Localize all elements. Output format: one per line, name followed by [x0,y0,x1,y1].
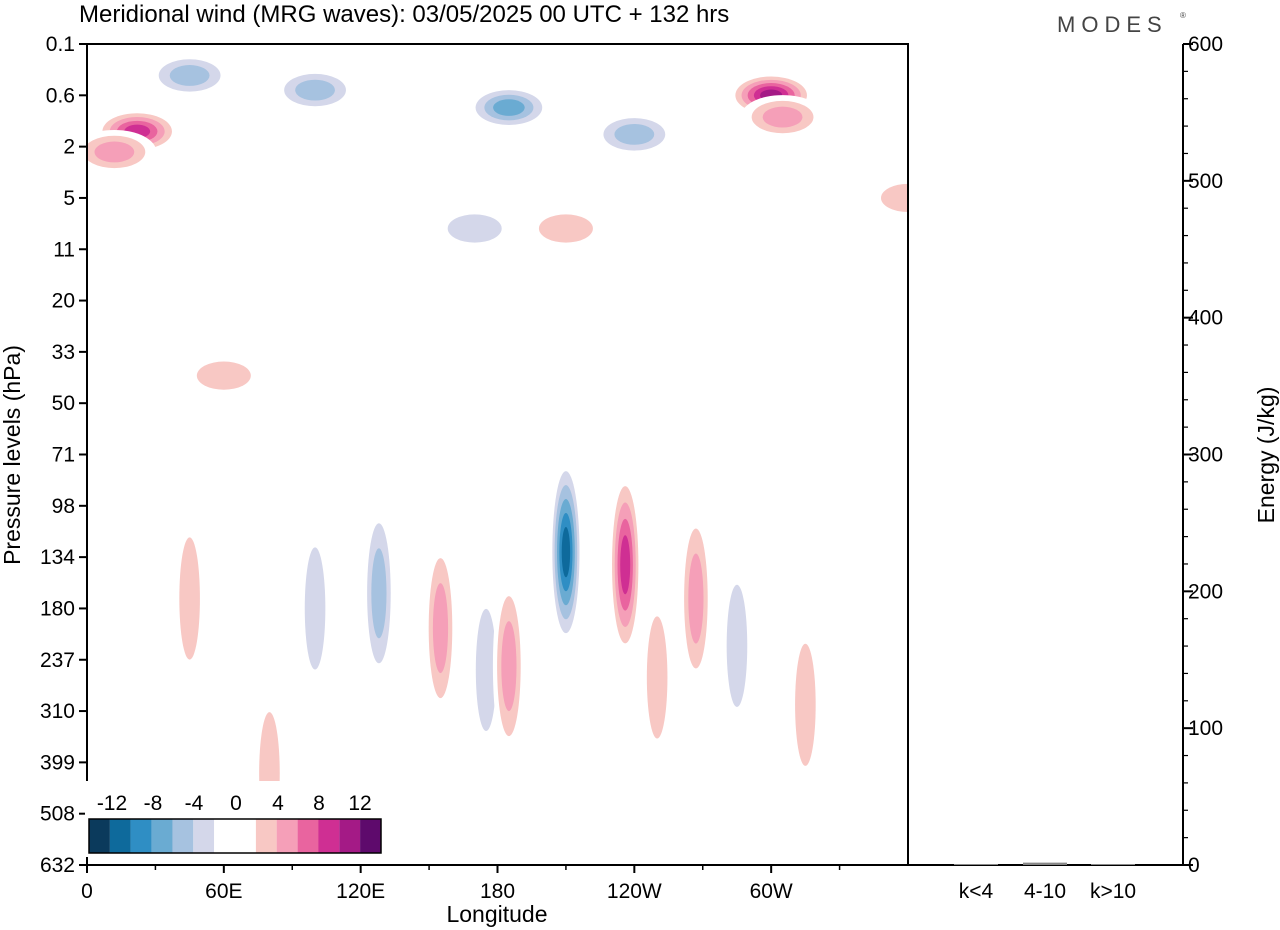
contour-band-5-2 [538,214,593,243]
contour-band-18-6 [561,527,571,578]
brand-registered-mark: ® [1180,11,1186,20]
pressure-tick-label-33: 33 [52,341,75,364]
colorbar-border [88,818,382,854]
contour-band-23-2 [795,643,816,766]
contour-group [87,53,908,865]
contour-band-20-2 [646,616,668,739]
x-axis-title: Longitude [446,901,547,927]
energy-tick-label-400: 400 [1188,307,1223,330]
colorbar-swatch-7 [235,819,256,853]
energy-bar-0 [954,864,998,865]
contour-band-14-3 [371,548,387,639]
pressure-tick-label-98: 98 [52,495,75,518]
energy-category-label-0: k<4 [959,880,994,903]
colorbar-label-8: 8 [313,792,325,815]
colorbar-swatch-11 [318,819,340,853]
contour-band-11-2 [196,361,251,390]
colorbar-label--4: -4 [185,792,204,815]
pressure-tick-label-50: 50 [52,392,75,415]
contour-band-12-2 [179,537,200,660]
colorbar-label-12: 12 [348,792,371,815]
contour-band-15-3 [432,583,449,674]
longitude-tick-label-120E: 120E [336,880,385,903]
contour-band-21-3 [688,553,704,644]
pressure-tick-label-20: 20 [52,290,75,313]
pressure-tick-label-5: 5 [63,187,75,210]
pressure-tick-label-11: 11 [53,238,75,261]
colorbar-swatch-6 [214,819,235,853]
longitude-tick-label-60E: 60E [205,880,242,903]
heatmap-frame [86,43,909,866]
energy-tick-label-300: 300 [1188,444,1223,467]
colorbar-swatch-8 [255,819,277,853]
colorbar-swatch-3 [151,819,173,853]
contour-band-16-2 [475,608,497,732]
energy-tick-label-0: 0 [1188,854,1200,877]
pressure-tick-label-134: 134 [40,546,75,569]
brand-logo: MODES [1057,12,1168,37]
pressure-tick-label-0.6: 0.6 [46,84,75,107]
pressure-tick-label-508: 508 [40,803,75,826]
energy-axis-title: Energy (J/kg) [1253,387,1279,524]
colorbar-label--12: -12 [97,792,127,815]
colorbar-swatch-1 [109,819,131,853]
colorbar-swatch-0 [89,819,110,853]
longitude-tick-label-60W: 60W [750,880,793,903]
pressure-tick-label-632: 632 [40,854,75,877]
longitude-tick-label-180: 180 [480,880,515,903]
contour-band-17-3 [501,621,517,712]
pressure-tick-label-180: 180 [40,597,75,620]
energy-category-label-1: 4-10 [1024,880,1066,903]
energy-tick-label-500: 500 [1188,170,1223,193]
contour-band-6-3 [169,65,210,86]
energy-category-label-2: k>10 [1090,880,1136,903]
pressure-tick-label-310: 310 [40,700,75,723]
longitude-tick-label-0: 0 [81,880,93,903]
colorbar-swatch-12 [339,819,361,853]
pressure-tick-label-2: 2 [63,136,75,159]
contour-band-13-2 [304,547,326,670]
pressure-tick-label-399: 399 [40,751,75,774]
longitude-axis: 0 60E 120E 180 120W 60W [81,865,841,903]
colorbar-label--8: -8 [144,792,163,815]
longitude-tick-label-120W: 120W [607,880,662,903]
energy-tick-label-200: 200 [1188,580,1223,603]
pressure-tick-label-71: 71 [52,444,75,467]
colorbar-swatch-5 [193,819,215,853]
colorbar-swatch-2 [130,819,152,853]
energy-axis: 0 100 200 300 400 500 600 [1183,33,1223,877]
colorbar-label-0: 0 [230,792,242,815]
colorbar-swatch-10 [297,819,319,853]
y-axis-title: Pressure levels (hPa) [0,345,25,565]
pressure-tick-label-237: 237 [40,649,75,672]
contour-band-19-5 [620,535,631,595]
heatmap-plot-area [87,53,908,865]
contour-band-1-3 [94,141,135,163]
chart-title: Meridional wind (MRG waves): 03/05/2025 … [79,1,729,28]
colorbar-swatch-13 [360,819,381,853]
energy-tick-label-100: 100 [1188,717,1223,740]
contour-band-4-2 [881,183,908,213]
colorbar-label-4: 4 [272,792,284,815]
contour-band-9-3 [614,123,655,145]
contour-band-3-3 [762,106,803,128]
colorbar-legend: -12 -8 -4 0 4 8 12 [85,781,385,857]
energy-bar-2 [1091,864,1135,865]
pressure-axis: 0.1 0.6 2 5 11 20 33 50 71 98 134 180 237 310 399 508 63… [40,33,87,877]
energy-bar-1 [1023,862,1067,865]
energy-tick-label-600: 600 [1188,33,1223,56]
colorbar-swatch-9 [276,819,298,853]
contour-band-22-2 [726,584,748,707]
pressure-tick-label-0.1: 0.1 [46,33,75,56]
energy-bars [954,862,1135,865]
contour-band-10-2 [447,214,502,243]
energy-category-labels: k<4 4-10 k>10 [959,880,1136,903]
contour-band-7-3 [295,79,335,101]
colorbar-swatch-4 [172,819,194,853]
contour-band-8-4 [493,99,525,116]
